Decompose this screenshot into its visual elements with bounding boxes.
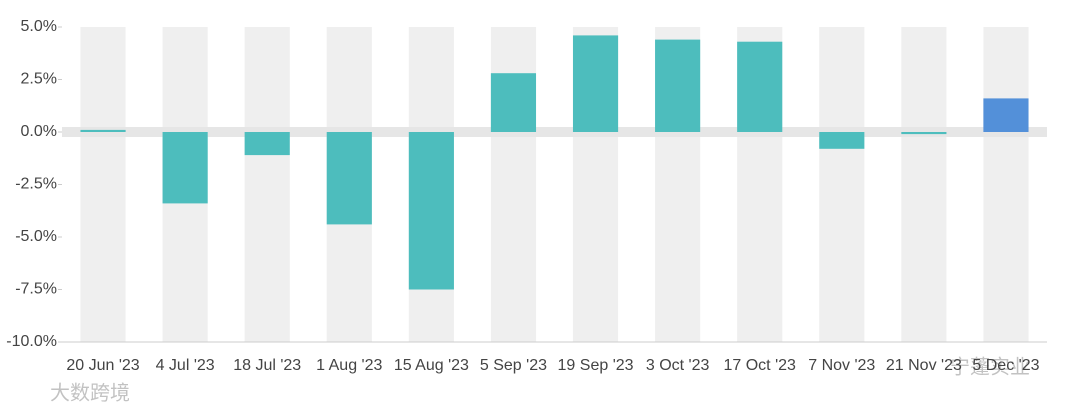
x-tick-label: 21 Nov '23 [886, 357, 962, 374]
bar [244, 132, 290, 156]
bar [80, 129, 126, 132]
x-tick-label: 1 Aug '23 [316, 357, 382, 374]
x-tick-label: 20 Jun '23 [66, 357, 139, 374]
bar [162, 132, 208, 204]
column-stripe [80, 27, 126, 342]
bar [983, 98, 1029, 132]
x-tick-label: 18 Jul '23 [233, 357, 301, 374]
x-tick-label: 4 Jul '23 [156, 357, 215, 374]
y-tick-label: -5.0% [15, 228, 57, 245]
watermark: 宁蓬实业 [950, 355, 1030, 378]
x-tick-label: 17 Oct '23 [723, 357, 796, 374]
bar [572, 35, 619, 132]
zero-band [62, 127, 1047, 137]
bar [326, 132, 372, 225]
watermark: 大数跨境 [50, 381, 130, 404]
y-tick-label: 5.0% [21, 18, 57, 35]
y-tick-label: 2.5% [21, 71, 57, 88]
bar [901, 132, 947, 135]
y-tick-label: -2.5% [15, 176, 57, 193]
x-tick-label: 5 Sep '23 [480, 357, 547, 374]
x-tick-label: 5 Dec '23 [972, 357, 1039, 374]
column-stripe [819, 27, 865, 342]
bar [737, 41, 783, 133]
x-tick-label: 3 Oct '23 [646, 357, 710, 374]
y-tick-label: 0.0% [21, 123, 57, 140]
bar [490, 73, 537, 132]
column-stripe [983, 27, 1029, 342]
column-stripe [901, 27, 947, 342]
x-tick-label: 7 Nov '23 [808, 357, 875, 374]
x-tick-label: 19 Sep '23 [558, 357, 634, 374]
y-tick-label: -7.5% [15, 281, 57, 298]
column-stripe [244, 27, 290, 342]
bar [819, 132, 865, 149]
bar [655, 39, 701, 132]
y-tick-label: -10.0% [6, 333, 57, 350]
bar [408, 132, 454, 290]
x-tick-label: 15 Aug '23 [394, 357, 469, 374]
